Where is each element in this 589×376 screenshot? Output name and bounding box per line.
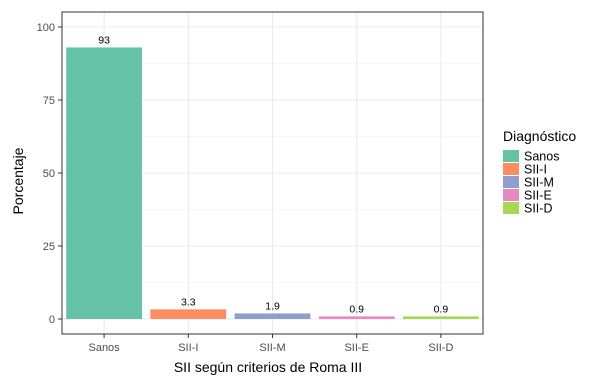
bars bbox=[66, 47, 479, 319]
data-label: 0.9 bbox=[434, 303, 449, 315]
legend-title: Diagnóstico bbox=[503, 128, 576, 144]
legend-key bbox=[503, 150, 519, 162]
bar-sanos bbox=[66, 47, 142, 319]
x-axis-title: SII según criterios de Roma III bbox=[174, 359, 362, 375]
legend-key bbox=[503, 176, 519, 188]
bar-sii-e bbox=[318, 316, 395, 319]
data-label: 93 bbox=[98, 34, 110, 46]
legend-key bbox=[503, 189, 519, 201]
x-tick-label: SII-M bbox=[259, 342, 285, 354]
y-tick-label: 0 bbox=[49, 314, 55, 326]
x-tick-label: SII-D bbox=[428, 342, 453, 354]
legend-key bbox=[503, 163, 519, 175]
x-tick-label: Sanos bbox=[88, 342, 120, 354]
y-tick-label: 75 bbox=[43, 95, 55, 107]
bar-sii-d bbox=[403, 316, 479, 319]
legend-label: SII-M bbox=[524, 176, 554, 190]
y-tick-label: 50 bbox=[43, 168, 55, 180]
data-label: 0.9 bbox=[349, 303, 364, 315]
legend-label: SII-E bbox=[524, 189, 552, 203]
bar-sii-m bbox=[234, 313, 311, 319]
legend-label: Sanos bbox=[524, 150, 559, 164]
data-label: 1.9 bbox=[265, 300, 280, 312]
y-axis-title: Porcentaje bbox=[10, 147, 26, 214]
legend-key bbox=[503, 202, 519, 214]
x-tick-label: SII-I bbox=[178, 342, 198, 354]
data-labels: 93 3.3 1.9 0.9 0.9 bbox=[98, 34, 448, 315]
x-tick-label: SII-E bbox=[344, 342, 368, 354]
data-label: 3.3 bbox=[181, 296, 196, 308]
legend-label: SII-I bbox=[524, 163, 547, 177]
y-tick-label: 100 bbox=[37, 22, 55, 34]
bar-sii-i bbox=[150, 309, 227, 319]
y-tick-label: 25 bbox=[43, 241, 55, 253]
axis-ticks: 0 25 50 75 100 Sanos SII-I SII-M SII-E SII-D bbox=[37, 22, 454, 354]
legend-label: SII-D bbox=[524, 202, 552, 216]
